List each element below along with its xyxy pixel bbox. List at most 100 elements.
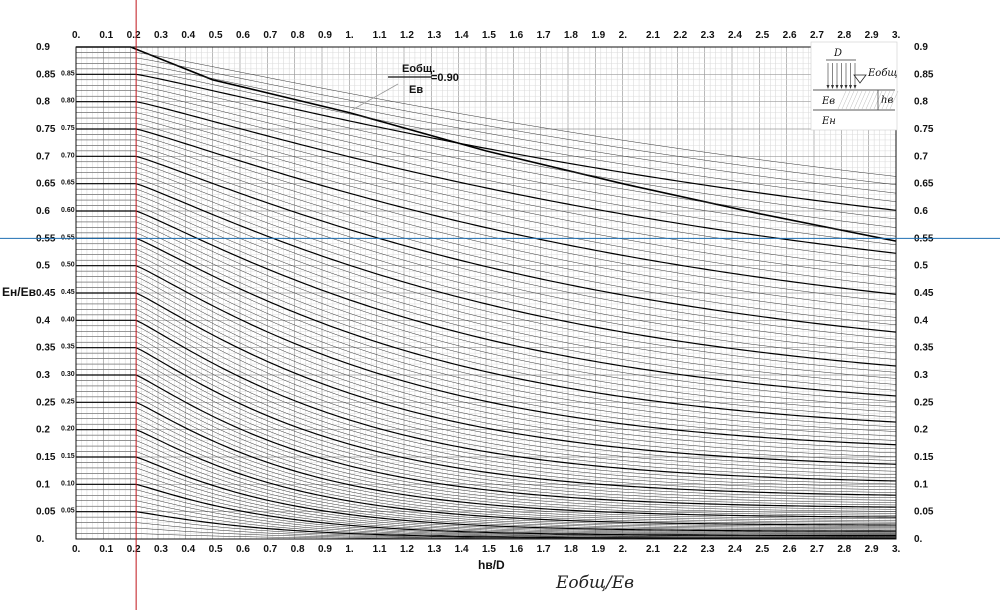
curve-label: 0.60 <box>61 207 75 214</box>
x-tick-label-bottom: 2.7 <box>810 544 824 555</box>
curve-label-bg <box>60 259 76 268</box>
curve-0.45 <box>76 292 897 465</box>
y-tick-label-right: 0.35 <box>914 343 934 354</box>
x-tick-label-bottom: 1.1 <box>373 544 387 555</box>
hatch-line <box>845 90 855 110</box>
curve-0.46 <box>76 287 897 461</box>
y-tick-label-right: 0.9 <box>914 42 928 53</box>
x-tick-label-top: 2.4 <box>728 30 742 41</box>
curve-0.64 <box>76 188 897 373</box>
hatch-line <box>865 90 875 110</box>
curve-0.49 <box>76 270 897 450</box>
hatch-line <box>853 90 863 110</box>
curve-label-bg <box>60 287 76 295</box>
curve-label-bg <box>60 177 76 186</box>
curve-0.75 <box>76 128 897 295</box>
curve-0.29 <box>76 380 897 510</box>
hatch-line <box>841 90 851 110</box>
load-arrowhead <box>844 85 848 89</box>
y-tick-label-right: 0.4 <box>914 315 928 326</box>
curve-0.48 <box>76 276 897 454</box>
hatch-line <box>889 90 899 110</box>
y-tick-label-right: 0.5 <box>914 261 928 272</box>
y-tick-label-right: 0.05 <box>914 507 934 518</box>
curve-0.25 <box>76 401 897 518</box>
x-tick-label-top: 2.6 <box>783 30 797 41</box>
curve-0.72 <box>76 145 897 318</box>
curve-0.51 <box>76 259 897 441</box>
curve-label: 0.50 <box>61 262 75 269</box>
curve-0.81 <box>76 95 897 246</box>
curve-0.71 <box>76 150 897 326</box>
x-tick-label-bottom: 1.8 <box>564 544 578 555</box>
curve-label: 0.25 <box>61 398 75 405</box>
curve-0.12 <box>76 473 897 535</box>
annotation-leader <box>351 83 399 111</box>
curve-label-bg <box>60 341 76 350</box>
x-tick-label-bottom: 1.4 <box>455 544 469 555</box>
curve-0.21 <box>76 423 897 524</box>
curve-0.40 <box>76 319 897 482</box>
curve-0.24 <box>76 407 897 520</box>
x-tick-label-top: 2.8 <box>837 30 851 41</box>
curve-0.50 <box>76 265 897 446</box>
curve-0.62 <box>76 199 897 385</box>
curve-0.79 <box>76 106 897 262</box>
curve-label: 0.40 <box>61 316 75 323</box>
x-tick-label-top: 2.1 <box>646 30 660 41</box>
y-tick-label-left: 0.3 <box>36 370 50 381</box>
curve-0.70 <box>76 155 897 333</box>
curve-0.22 <box>76 418 897 523</box>
formula-caption: Eобщ/Eв <box>555 573 634 593</box>
plot-frame <box>75 46 897 540</box>
curve-0.53 <box>76 249 897 432</box>
y-tick-label-left: 0.35 <box>36 343 56 354</box>
curve-label: 0.05 <box>61 508 75 515</box>
curve-labels: 0.05 0.10 0.15 0.20 0.25 0.30 0.35 0.40 0.45 0.50… <box>60 68 76 515</box>
curve-label-bg <box>60 150 76 159</box>
curve-0.08 <box>76 495 896 538</box>
curve-top-0-90 <box>76 46 897 242</box>
x-tick-label-bottom: 0.5 <box>209 544 223 555</box>
curve-0.61 <box>76 205 897 391</box>
x-tick-label-bottom: 2.3 <box>701 544 715 555</box>
load-arrowhead <box>849 85 852 89</box>
x-tick-label-top: 0.3 <box>154 30 168 41</box>
curve-0.54 <box>76 243 897 428</box>
y-tick-label-left: 0.2 <box>36 425 50 436</box>
inset-hv-label: hв <box>881 95 893 106</box>
x-tick-label-bottom: 0.8 <box>291 544 305 555</box>
curve-0.69 <box>76 161 897 340</box>
curve-0.82 <box>76 90 897 237</box>
curve-0.09 <box>76 489 896 537</box>
x-tick-label-bottom: 1.9 <box>591 544 605 555</box>
curve-0.84 <box>76 79 897 220</box>
curve-0.58 <box>76 221 897 408</box>
curve-label-bg <box>60 95 76 104</box>
curve-0.17 <box>76 445 897 530</box>
x-tick-label-top: 0.7 <box>263 30 277 41</box>
curve-label-bg <box>60 205 76 213</box>
curve-0.52 <box>76 254 897 437</box>
x-axis-title: hв/D <box>478 558 505 572</box>
curve-0.42 <box>76 309 897 475</box>
x-tick-label-top: 1.2 <box>400 30 414 41</box>
curve-0.18 <box>76 440 897 528</box>
y-tick-label-right: 0.65 <box>914 179 934 190</box>
curve-label-bg <box>60 314 76 323</box>
curve-label: 0.10 <box>61 480 75 487</box>
x-tick-label-top: 1.7 <box>537 30 551 41</box>
curve-0.65 <box>76 183 897 367</box>
curve-0.30 <box>76 374 897 508</box>
curve-label: 0.85 <box>61 70 75 77</box>
annotation-value: =0.90 <box>431 72 459 84</box>
y-tick-label-left: 0.9 <box>36 42 50 53</box>
hatch-line <box>869 90 879 110</box>
x-tick-label-top: 2.9 <box>865 30 879 41</box>
x-tick-label-bottom: 0.7 <box>263 544 277 555</box>
x-tick-label-top: 2.5 <box>755 30 769 41</box>
curve-0.19 <box>76 434 897 527</box>
curve-0.05 <box>76 511 896 539</box>
curve-0.15 <box>76 456 897 532</box>
hatch-line <box>857 90 867 110</box>
